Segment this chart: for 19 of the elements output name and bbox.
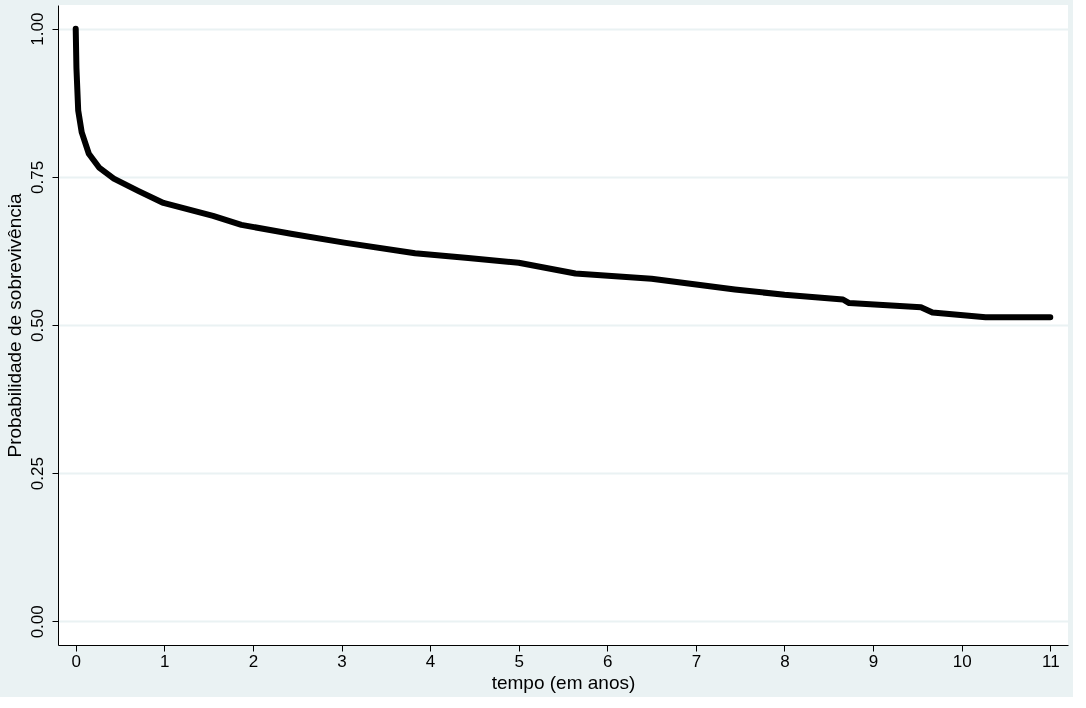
y-tick-label: 0.25 (27, 457, 47, 491)
x-tick-label: 10 (952, 651, 972, 671)
y-tick-label: 0.50 (27, 308, 47, 343)
x-tick-label: 8 (780, 651, 790, 671)
x-tick-label: 4 (425, 651, 436, 671)
x-tick-label: 9 (868, 651, 879, 671)
x-tick-label: 5 (514, 651, 524, 671)
x-tick-label: 6 (603, 651, 613, 671)
x-tick-label: 7 (691, 651, 702, 671)
y-tick-label: 1.00 (27, 12, 47, 46)
x-tick-label: 2 (248, 651, 259, 671)
x-tick-label: 3 (337, 651, 347, 671)
y-axis-title: Probabilidade de sobrevivência (3, 193, 25, 458)
y-tick-label: 0.00 (27, 605, 47, 639)
x-tick-label: 11 (1041, 651, 1060, 671)
y-tick-label: 0.75 (27, 160, 47, 194)
x-tick-label: 1 (160, 651, 170, 671)
x-tick-label: 0 (71, 651, 81, 671)
x-axis-title: tempo (em anos) (491, 671, 636, 693)
